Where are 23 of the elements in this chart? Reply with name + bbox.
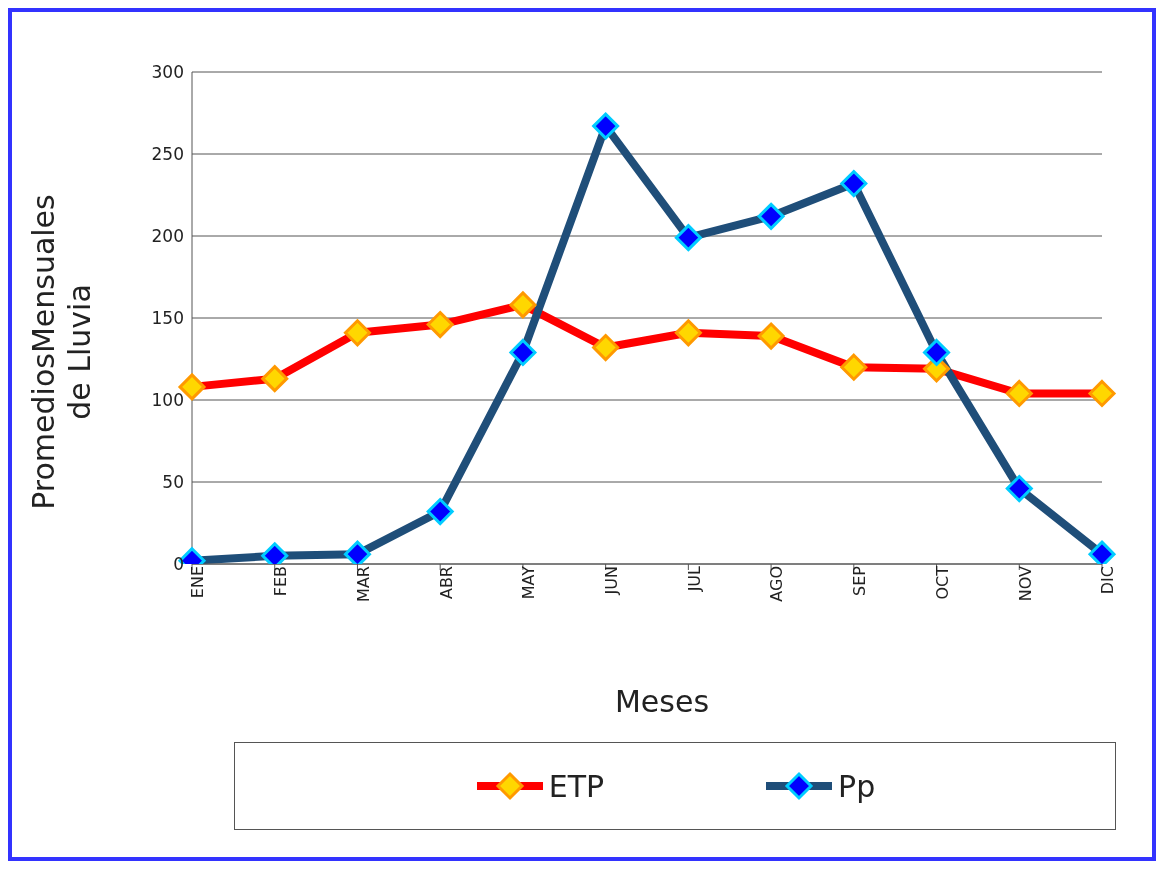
x-tick-label: JUL bbox=[684, 565, 704, 593]
x-tick-label: MAY bbox=[519, 565, 539, 600]
x-tick-label: ENE bbox=[188, 566, 208, 599]
x-tick-label: OCT bbox=[932, 565, 952, 600]
x-tick-label: ABR bbox=[436, 566, 456, 600]
y-tick-label: 50 bbox=[162, 472, 184, 493]
x-tick-label: JUN bbox=[602, 566, 621, 596]
y-tick-label: 0 bbox=[173, 554, 184, 575]
y-tick-label: 250 bbox=[151, 144, 184, 165]
x-axis-title: Meses bbox=[613, 684, 711, 719]
y-tick-label: 300 bbox=[151, 62, 184, 83]
x-tick-label: DIC bbox=[1098, 566, 1118, 595]
x-tick-label: FEB bbox=[271, 566, 291, 597]
legend-label: ETP bbox=[548, 768, 605, 804]
y-axis-title: PromediosMensuales de Lluvia bbox=[25, 193, 98, 512]
y-tick-label: 100 bbox=[151, 390, 184, 411]
y-tick-label: 150 bbox=[151, 308, 184, 329]
x-tick-label: AGO bbox=[767, 566, 787, 602]
x-tick-label: MAR bbox=[353, 566, 373, 602]
legend-label: Pp bbox=[838, 768, 876, 804]
x-tick-label: SEP bbox=[850, 565, 870, 596]
x-tick-label: NOV bbox=[1015, 565, 1035, 602]
y-tick-label: 200 bbox=[151, 226, 184, 247]
